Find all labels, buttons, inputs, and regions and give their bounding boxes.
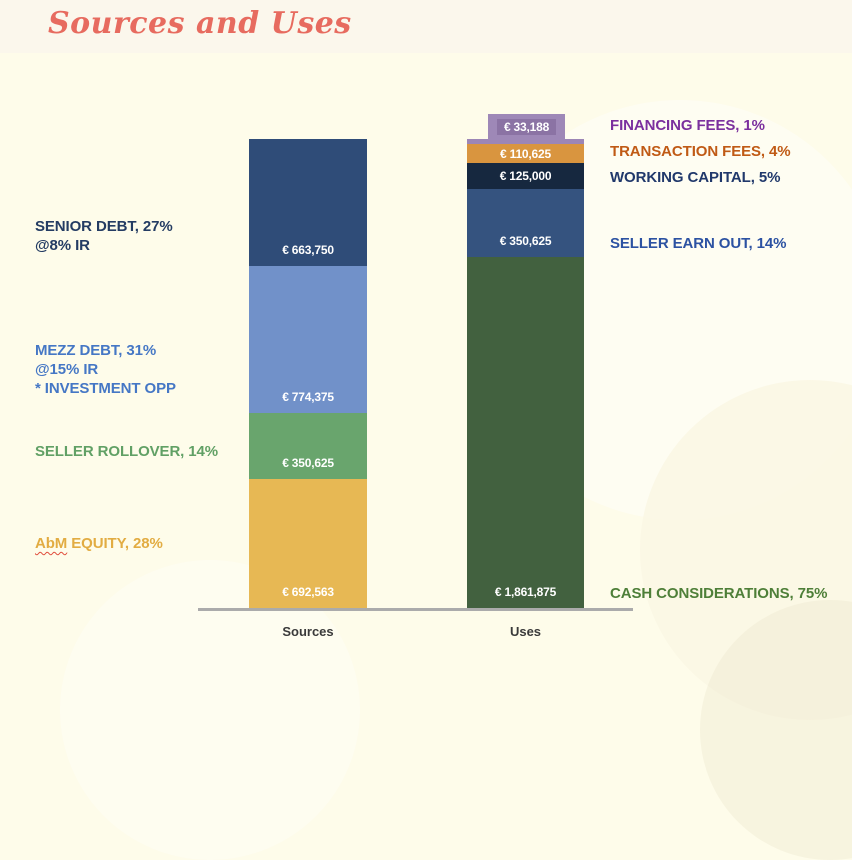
segment-mezz-debt[interactable]: € 774,375 bbox=[249, 266, 367, 413]
label-line: SENIOR DEBT, 27% bbox=[35, 218, 173, 235]
label-line: SELLER ROLLOVER, 14% bbox=[35, 443, 219, 460]
x-axis-line bbox=[198, 608, 633, 611]
segment-seller-earn-out[interactable]: € 350,625 bbox=[467, 189, 584, 257]
x-tick-uses: Uses bbox=[509, 624, 542, 639]
watermark-decoration bbox=[700, 600, 852, 860]
uses-bar[interactable]: € 110,625 € 125,000 € 350,625 € 1,861,87… bbox=[467, 139, 584, 608]
segment-working-capital[interactable]: € 125,000 bbox=[467, 163, 584, 189]
value-seller-earn-out: € 350,625 bbox=[499, 234, 552, 248]
watermark-decoration bbox=[640, 380, 852, 720]
value-senior-debt: € 663,750 bbox=[282, 243, 334, 257]
sources-bar[interactable]: € 663,750 € 774,375 € 350,625 € 692,563 bbox=[249, 139, 367, 608]
title-band bbox=[0, 0, 852, 53]
label-line: EQUITY, 28% bbox=[67, 535, 163, 552]
segment-abm-equity[interactable]: € 692,563 bbox=[249, 479, 367, 608]
label-working-capital[interactable]: WORKING CAPITAL, 5% bbox=[610, 169, 781, 186]
segment-seller-rollover[interactable]: € 350,625 bbox=[249, 413, 367, 479]
segment-senior-debt[interactable]: € 663,750 bbox=[249, 139, 367, 266]
label-mezz-debt[interactable]: MEZZ DEBT, 31% @15% IR * INVESTMENT OPP bbox=[35, 341, 176, 398]
financing-fees-callout[interactable]: € 33,188 bbox=[488, 114, 565, 140]
value-mezz-debt: € 774,375 bbox=[282, 390, 334, 404]
label-line: * INVESTMENT OPP bbox=[35, 380, 176, 397]
label-line: @15% IR bbox=[35, 361, 99, 378]
label-cash-considerations[interactable]: CASH CONSIDERATIONS, 75% bbox=[610, 585, 828, 602]
segment-cash-considerations[interactable]: € 1,861,875 bbox=[467, 257, 584, 608]
value-financing-fees: € 33,188 bbox=[496, 119, 557, 135]
misspelled-word: AbM bbox=[35, 535, 68, 552]
value-abm-equity: € 692,563 bbox=[282, 585, 334, 599]
value-working-capital: € 125,000 bbox=[499, 169, 552, 183]
label-abm-equity[interactable]: AbM EQUITY, 28% bbox=[35, 534, 163, 553]
label-transaction-fees[interactable]: TRANSACTION FEES, 4% bbox=[610, 143, 791, 160]
label-line: MEZZ DEBT, 31% bbox=[35, 342, 157, 359]
label-seller-rollover[interactable]: SELLER ROLLOVER, 14% bbox=[35, 442, 218, 461]
label-financing-fees[interactable]: FINANCING FEES, 1% bbox=[610, 117, 765, 134]
value-transaction-fees: € 110,625 bbox=[500, 146, 551, 161]
label-senior-debt[interactable]: SENIOR DEBT, 27% @8% IR bbox=[35, 217, 173, 255]
segment-financing-fees[interactable] bbox=[467, 139, 584, 144]
value-seller-rollover: € 350,625 bbox=[282, 456, 334, 470]
label-seller-earn-out[interactable]: SELLER EARN OUT, 14% bbox=[610, 235, 787, 252]
x-tick-sources: Sources bbox=[282, 624, 334, 639]
segment-transaction-fees[interactable]: € 110,625 bbox=[467, 144, 584, 163]
label-line: @8% IR bbox=[35, 237, 90, 254]
value-cash-considerations: € 1,861,875 bbox=[494, 585, 557, 599]
page-title[interactable]: Sources and Uses bbox=[48, 6, 352, 41]
